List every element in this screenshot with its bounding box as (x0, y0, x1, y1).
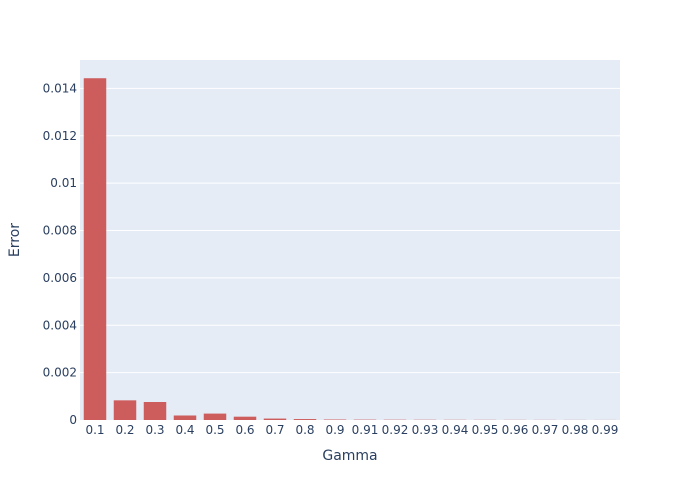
y-tick-label: 0.014 (43, 81, 77, 95)
y-tick-label: 0.01 (50, 176, 77, 190)
plot-area (80, 60, 620, 420)
bar-0.4 (174, 416, 197, 421)
x-tick-label: 0.2 (115, 423, 134, 437)
bar-0.2 (114, 400, 137, 420)
bar-0.1 (84, 78, 107, 420)
x-axis-title: Gamma (322, 448, 377, 464)
x-tick-label: 0.95 (472, 423, 499, 437)
x-tick-label: 0.3 (145, 423, 164, 437)
bar-0.5 (204, 414, 227, 420)
y-tick-label: 0.002 (43, 366, 77, 380)
y-tick-label: 0 (69, 413, 77, 427)
x-tick-label: 0.9 (325, 423, 344, 437)
x-tick-label: 0.97 (532, 423, 559, 437)
y-tick-label: 0.012 (43, 129, 77, 143)
x-tick-label: 0.91 (352, 423, 379, 437)
y-tick-label: 0.004 (43, 318, 77, 332)
bar-0.7 (264, 419, 287, 420)
bar-0.3 (144, 402, 167, 420)
x-tick-label: 0.8 (295, 423, 314, 437)
x-tick-label: 0.93 (412, 423, 439, 437)
x-tick-label: 0.6 (235, 423, 254, 437)
x-tick-label: 0.4 (175, 423, 194, 437)
x-tick-label: 0.5 (205, 423, 224, 437)
x-tick-label: 0.96 (502, 423, 529, 437)
x-tick-label: 0.98 (562, 423, 589, 437)
y-axis-ticks: 0 0.002 0.004 0.006 0.008 0.01 0.012 0.014 (43, 81, 77, 427)
y-tick-label: 0.006 (43, 271, 77, 285)
y-tick-label: 0.008 (43, 224, 77, 238)
x-tick-label: 0.92 (382, 423, 409, 437)
bar-0.6 (234, 417, 257, 420)
x-tick-label: 0.7 (265, 423, 284, 437)
x-tick-label: 0.1 (85, 423, 104, 437)
y-axis-title: Error (7, 223, 23, 257)
x-tick-label: 0.94 (442, 423, 469, 437)
bar-0.8 (294, 419, 317, 420)
x-tick-label: 0.99 (592, 423, 619, 437)
